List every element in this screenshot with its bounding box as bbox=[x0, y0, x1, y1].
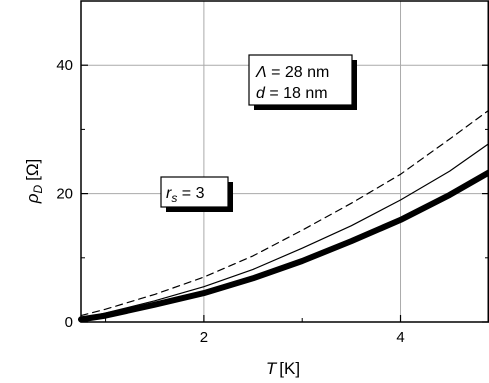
annotation-d: d = 18 nm bbox=[256, 85, 328, 102]
ticks bbox=[81, 0, 489, 323]
series-group bbox=[78, 109, 489, 323]
plot-frame bbox=[80, 0, 489, 323]
y-tick-label: 0 bbox=[65, 314, 73, 331]
grid bbox=[81, 1, 489, 323]
y-axis-title: ρD[Ω] bbox=[23, 159, 45, 205]
annotation-lambda: Λ = 28 nm bbox=[255, 64, 329, 81]
annotation-box-lambda-d: Λ = 28 nm d = 18 nm bbox=[248, 54, 357, 110]
annotation-rs: rs = 3 bbox=[166, 185, 205, 205]
y-tick-label: 40 bbox=[56, 57, 73, 74]
series-line-dashed bbox=[80, 109, 489, 317]
x-tick-label: 2 bbox=[200, 329, 208, 346]
annotation-box-rs: rs = 3 bbox=[160, 176, 233, 212]
series-line-solid bbox=[80, 142, 489, 320]
y-tick-label: 20 bbox=[56, 186, 73, 203]
x-axis-title: T [K] bbox=[266, 359, 300, 378]
series-line-thick bbox=[78, 169, 489, 323]
x-tick-label: 4 bbox=[396, 329, 404, 346]
